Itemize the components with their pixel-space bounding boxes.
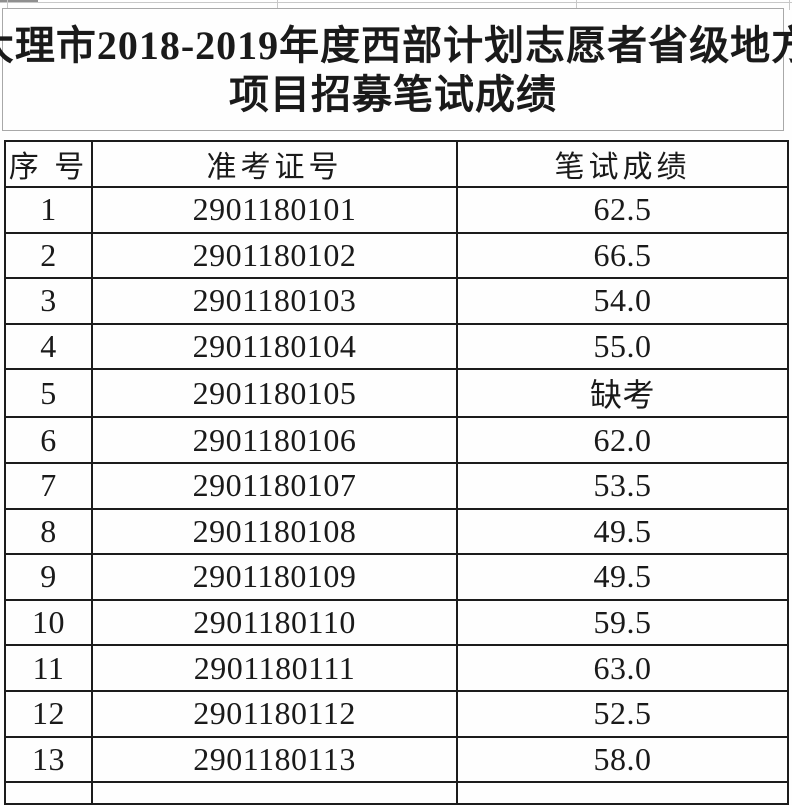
serial-cell: 1 <box>4 186 93 234</box>
table-row: 2 2901180102 66.5 <box>4 231 789 280</box>
serial-cell: 3 <box>4 277 93 325</box>
score-cell: 49.5 <box>456 553 789 601</box>
serial-cell: 9 <box>4 553 93 601</box>
score-cell: 63.0 <box>456 644 789 692</box>
header-written-score: 笔试成绩 <box>456 140 789 188</box>
ticket-cell: 2901180107 <box>91 461 458 510</box>
serial-cell: 6 <box>4 416 93 464</box>
serial-cell: 13 <box>4 735 93 784</box>
serial-cell: 5 <box>4 368 93 419</box>
table-row: 11 2901180111 63.0 <box>4 644 789 692</box>
ticket-cell: 2901180106 <box>91 416 458 464</box>
serial-cell: 8 <box>4 507 93 556</box>
score-cell: 58.0 <box>456 735 789 784</box>
table-row: 3 2901180103 54.0 <box>4 277 789 325</box>
table-header-row: 序 号 准考证号 笔试成绩 <box>4 140 789 188</box>
serial-cell <box>4 781 93 805</box>
score-cell: 66.5 <box>456 231 789 280</box>
score-cell: 53.5 <box>456 461 789 510</box>
table-row: 10 2901180110 59.5 <box>4 598 789 647</box>
score-cell: 62.0 <box>456 416 789 464</box>
ticket-cell: 2901180105 <box>91 368 458 419</box>
table-row: 8 2901180108 49.5 <box>4 507 789 556</box>
table-row: 4 2901180104 55.0 <box>4 322 789 371</box>
table-row: 13 2901180113 58.0 <box>4 735 789 784</box>
ticket-cell: 2901180113 <box>91 735 458 784</box>
score-cell: 62.5 <box>456 186 789 234</box>
table-row: 12 2901180112 52.5 <box>4 689 789 738</box>
header-serial-number: 序 号 <box>4 140 93 188</box>
table-row: 6 2901180106 62.0 <box>4 416 789 464</box>
serial-cell: 12 <box>4 689 93 738</box>
ticket-cell: 2901180110 <box>91 598 458 647</box>
score-cell: 54.0 <box>456 277 789 325</box>
score-cell: 59.5 <box>456 598 789 647</box>
serial-cell: 7 <box>4 461 93 510</box>
ticket-cell: 2901180103 <box>91 277 458 325</box>
header-ticket-number: 准考证号 <box>91 140 458 188</box>
gridline-tick-4 <box>789 0 790 10</box>
gridline-tick-3 <box>576 0 577 8</box>
table-row-partial <box>4 781 789 805</box>
gridline-tick-2 <box>277 0 278 8</box>
serial-cell: 11 <box>4 644 93 692</box>
gridline-top-left-segment <box>0 0 38 2</box>
ticket-cell: 2901180102 <box>91 231 458 280</box>
score-cell: 55.0 <box>456 322 789 371</box>
serial-cell: 4 <box>4 322 93 371</box>
score-table: 序 号 准考证号 笔试成绩 1 2901180101 62.5 2 290118… <box>4 140 789 805</box>
ticket-cell <box>91 781 458 805</box>
gridline-tick-1 <box>7 0 8 8</box>
ticket-cell: 2901180104 <box>91 322 458 371</box>
table-row: 1 2901180101 62.5 <box>4 186 789 234</box>
score-cell: 52.5 <box>456 689 789 738</box>
serial-cell: 2 <box>4 231 93 280</box>
page-title-line-2: 项目招募笔试成绩 <box>229 71 557 117</box>
serial-cell: 10 <box>4 598 93 647</box>
table-row: 7 2901180107 53.5 <box>4 461 789 510</box>
table-row: 9 2901180109 49.5 <box>4 553 789 601</box>
score-cell: 缺考 <box>456 368 789 419</box>
gridline-horizontal-top <box>0 2 792 3</box>
score-cell <box>456 781 789 805</box>
ticket-cell: 2901180111 <box>91 644 458 692</box>
table-row: 5 2901180105 缺考 <box>4 368 789 419</box>
ticket-cell: 2901180101 <box>91 186 458 234</box>
document-title-box: 大理市2018-2019年度西部计划志愿者省级地方 项目招募笔试成绩 <box>0 8 792 131</box>
page-title-line-1: 大理市2018-2019年度西部计划志愿者省级地方 <box>0 22 792 68</box>
ticket-cell: 2901180108 <box>91 507 458 556</box>
ticket-cell: 2901180112 <box>91 689 458 738</box>
score-cell: 49.5 <box>456 507 789 556</box>
ticket-cell: 2901180109 <box>91 553 458 601</box>
